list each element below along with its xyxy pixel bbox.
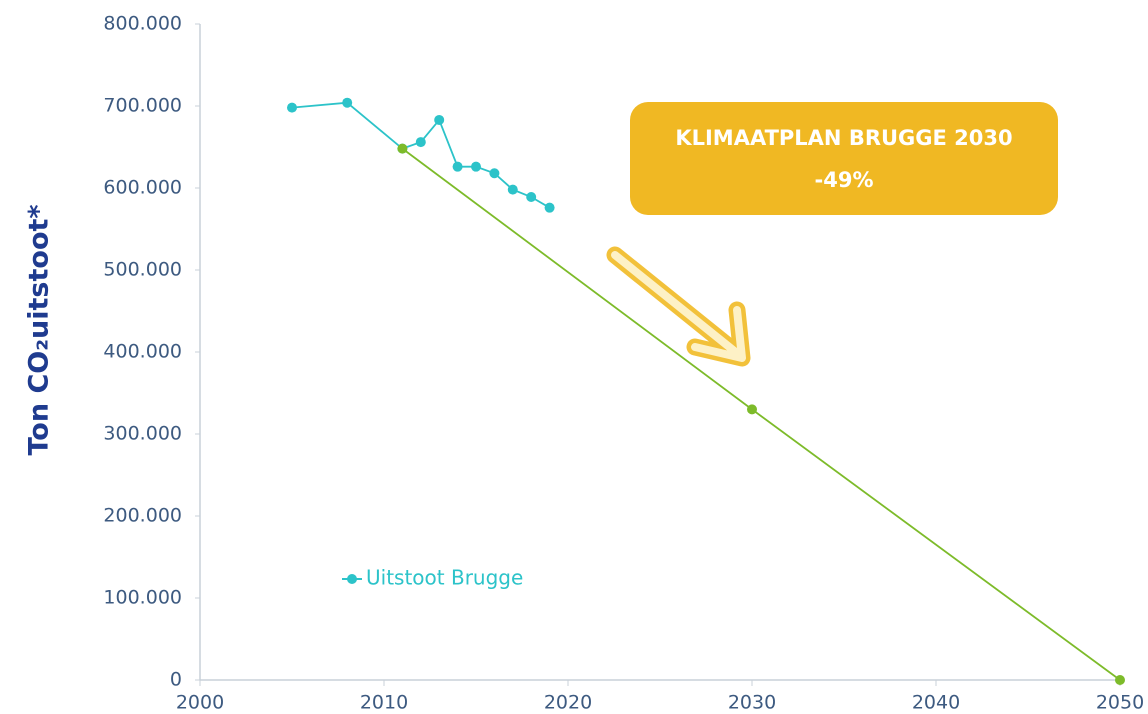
legend-marker [347, 574, 357, 584]
y-tick-label: 500.000 [103, 259, 182, 281]
y-tick-label: 0 [170, 669, 182, 691]
y-tick-label: 800.000 [103, 13, 182, 35]
x-tick-label: 2050 [1096, 692, 1144, 714]
x-tick-label: 2040 [912, 692, 960, 714]
y-tick-label: 300.000 [103, 423, 182, 445]
data-point [397, 143, 408, 154]
legend-label: Uitstoot Brugge [366, 566, 523, 590]
annotation-title: KLIMAATPLAN BRUGGE 2030 [675, 126, 1012, 150]
data-point [434, 114, 445, 125]
data-point [342, 97, 353, 108]
data-point [1115, 675, 1125, 685]
data-point [452, 161, 463, 172]
data-point [489, 168, 500, 179]
y-tick-label: 400.000 [103, 341, 182, 363]
data-point [287, 102, 297, 113]
data-point [507, 184, 518, 195]
annotation-text: -49% [815, 168, 874, 192]
data-point [747, 404, 757, 415]
y-tick-label: 200.000 [103, 505, 182, 527]
annotation-box [630, 102, 1058, 215]
arrow [606, 246, 751, 367]
data-point [471, 161, 481, 172]
y-tick-label: 600.000 [103, 177, 182, 199]
x-tick-label: 2010 [360, 692, 408, 714]
x-tick-label: 2000 [176, 692, 224, 714]
y-tick-label: 700.000 [103, 95, 182, 117]
x-tick-label: 2030 [728, 692, 776, 714]
data-point [415, 137, 426, 148]
data-point [526, 192, 537, 203]
data-point [544, 202, 555, 213]
x-tick-label: 2020 [544, 692, 592, 714]
series-line [401, 147, 1121, 681]
y-axis-label: Ton CO₂uitstoot* [24, 204, 55, 455]
y-tick-label: 100.000 [103, 587, 182, 609]
